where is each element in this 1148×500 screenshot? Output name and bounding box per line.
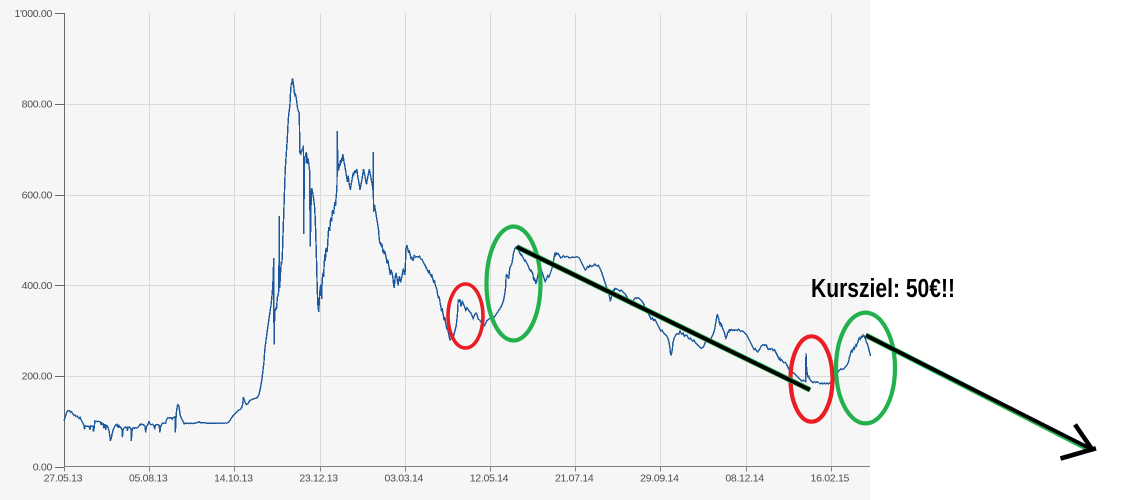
svg-text:600.00: 600.00	[22, 189, 53, 201]
svg-text:08.12.14: 08.12.14	[725, 473, 764, 485]
svg-text:21.07.14: 21.07.14	[555, 473, 594, 485]
svg-text:16.02.15: 16.02.15	[811, 473, 850, 485]
svg-text:400.00: 400.00	[22, 280, 53, 292]
svg-text:800.00: 800.00	[22, 99, 53, 111]
svg-text:29.09.14: 29.09.14	[640, 473, 679, 485]
svg-text:14.10.13: 14.10.13	[214, 473, 253, 485]
svg-text:200.00: 200.00	[22, 371, 53, 383]
svg-text:23.12.13: 23.12.13	[299, 473, 338, 485]
svg-text:0.00: 0.00	[33, 461, 53, 473]
svg-text:12.05.14: 12.05.14	[470, 473, 509, 485]
svg-text:1'000.00: 1'000.00	[14, 8, 52, 20]
svg-text:27.05.13: 27.05.13	[44, 473, 83, 485]
svg-text:05.08.13: 05.08.13	[129, 473, 168, 485]
svg-text:03.03.14: 03.03.14	[385, 473, 424, 485]
svg-text:Kursziel: 50€!!: Kursziel: 50€!!	[811, 275, 955, 303]
